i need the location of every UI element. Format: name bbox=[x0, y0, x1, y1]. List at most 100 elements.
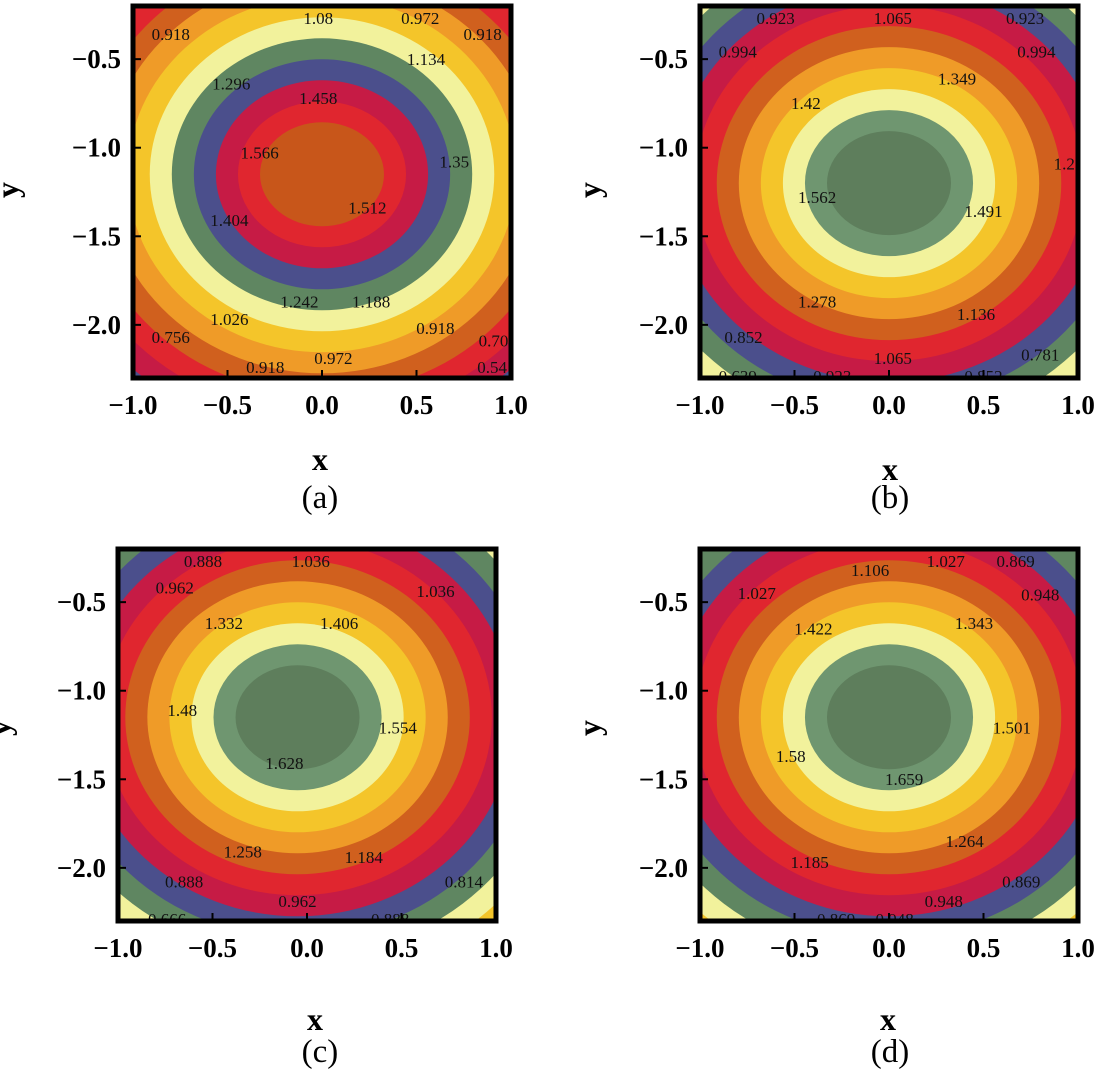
contour-label: 1.026 bbox=[210, 310, 248, 329]
contour-label: 0.972 bbox=[401, 9, 439, 28]
contour-label: 1.188 bbox=[352, 293, 390, 312]
contour-label: 0.888 bbox=[165, 873, 203, 892]
x-tick-label: −1.0 bbox=[675, 390, 724, 420]
contour-label: 0.962 bbox=[156, 579, 194, 598]
contour-label: 1.659 bbox=[885, 770, 923, 789]
contour-label: 0.869 bbox=[1002, 873, 1040, 892]
contour-label: 1.027 bbox=[927, 552, 966, 571]
panel-b: 1.065 0.923 0.923 0.994 0.994 1.349 1.42 1.20 1.… bbox=[571, 3, 1095, 516]
x-tick-label: −1.0 bbox=[675, 933, 724, 963]
contour-label: 0.666 bbox=[148, 910, 186, 929]
x-axis-label: x bbox=[307, 1001, 323, 1037]
contour-label: 0.756 bbox=[152, 328, 190, 347]
x-tick-label: 0.0 bbox=[305, 390, 339, 420]
y-tick-label: −0.5 bbox=[639, 587, 688, 617]
y-tick-label: −1.5 bbox=[639, 221, 688, 251]
contour-label: 1.20 bbox=[1054, 154, 1084, 173]
contour-label: 1.242 bbox=[280, 293, 318, 312]
x-tick-label: 0.0 bbox=[872, 390, 906, 420]
y-tick-label: −1.0 bbox=[639, 133, 688, 163]
contour-label: 1.036 bbox=[292, 552, 330, 571]
contour-band bbox=[827, 665, 951, 770]
contour-label: 0.639 bbox=[719, 367, 757, 386]
contour-label: 0.852 bbox=[724, 328, 762, 347]
contour-label: 1.065 bbox=[874, 9, 912, 28]
x-tick-label: 0.0 bbox=[290, 933, 324, 963]
contour-label: 1.106 bbox=[851, 561, 889, 580]
x-tick-label: 0.5 bbox=[385, 933, 419, 963]
y-tick-label: −0.5 bbox=[57, 587, 106, 617]
panel-d: 1.106 1.027 0.869 1.027 0.948 1.422 1.343 1.58 1… bbox=[571, 546, 1095, 1070]
x-tick-label: 1.0 bbox=[1061, 390, 1095, 420]
contour-label: 0.781 bbox=[1021, 346, 1059, 365]
contour-label: 1.184 bbox=[345, 848, 384, 867]
y-tick-label: −1.5 bbox=[57, 764, 106, 794]
contour-label: 0.948 bbox=[925, 892, 963, 911]
contour-label: 1.566 bbox=[241, 144, 279, 163]
contour-label: 0.54 bbox=[477, 358, 507, 377]
y-tick-label: −0.5 bbox=[72, 44, 121, 74]
x-tick-label: −0.5 bbox=[770, 933, 819, 963]
contour-label: 1.422 bbox=[794, 619, 832, 638]
y-tick-label: −1.0 bbox=[639, 676, 688, 706]
panel-caption: (c) bbox=[302, 1034, 339, 1070]
contour-band bbox=[827, 131, 951, 236]
contour-label: 0.869 bbox=[817, 910, 855, 929]
y-axis-label: y bbox=[571, 182, 607, 198]
contour-label: 1.562 bbox=[798, 188, 836, 207]
y-axis-label: y bbox=[0, 182, 25, 198]
contour-label: 0.888 bbox=[184, 552, 222, 571]
contour-label: 0.923 bbox=[1006, 9, 1044, 28]
contour-label: 1.08 bbox=[303, 9, 333, 28]
y-axis-label: y bbox=[571, 720, 607, 736]
contour-label: 0.962 bbox=[278, 892, 316, 911]
contour-label: 1.458 bbox=[299, 89, 337, 108]
contour-label: 1.278 bbox=[798, 293, 836, 312]
contour-body: 0.888 1.036 0.962 1.036 1.332 1.406 1.48 1.554 1… bbox=[118, 549, 496, 929]
y-tick-label: −2.0 bbox=[639, 310, 688, 340]
x-tick-label: 0.5 bbox=[967, 933, 1001, 963]
y-tick-label: −1.5 bbox=[639, 764, 688, 794]
contour-label: 0.923 bbox=[813, 367, 851, 386]
contour-label: 0.703 bbox=[479, 331, 517, 350]
contour-label: 1.134 bbox=[407, 50, 446, 69]
contour-label: 1.406 bbox=[320, 614, 358, 633]
contour-label: 1.136 bbox=[957, 305, 995, 324]
contour-label: 0.888 bbox=[371, 910, 409, 929]
contour-body: 1.106 1.027 0.869 1.027 0.948 1.422 1.343 1.58 1… bbox=[700, 549, 1078, 929]
y-axis-label: y bbox=[0, 720, 17, 736]
contour-label: 0.972 bbox=[314, 349, 352, 368]
contour-band bbox=[235, 665, 360, 770]
panel-caption: (d) bbox=[871, 1034, 909, 1070]
contour-label: 1.42 bbox=[791, 94, 821, 113]
contour-label: 1.628 bbox=[265, 754, 303, 773]
contour-label: 0.923 bbox=[756, 9, 794, 28]
contour-label: 1.48 bbox=[167, 701, 197, 720]
contour-label: 1.501 bbox=[993, 719, 1031, 738]
contour-label: 1.036 bbox=[416, 582, 454, 601]
y-tick-label: −0.5 bbox=[639, 44, 688, 74]
x-tick-label: −1.0 bbox=[93, 933, 142, 963]
y-tick-label: −1.5 bbox=[72, 221, 121, 251]
contour-label: 1.185 bbox=[790, 853, 828, 872]
x-tick-label: 0.5 bbox=[967, 390, 1001, 420]
contour-label: 0.994 bbox=[1017, 43, 1056, 62]
panel-caption: (b) bbox=[871, 480, 909, 516]
y-tick-label: −2.0 bbox=[72, 310, 121, 340]
x-axis-label: x bbox=[312, 441, 328, 477]
x-tick-label: 0.5 bbox=[400, 390, 434, 420]
contour-label: 0.918 bbox=[464, 25, 502, 44]
contour-label: 0.814 bbox=[445, 873, 484, 892]
contour-label: 0.948 bbox=[876, 910, 914, 929]
contour-label: 1.027 bbox=[738, 584, 777, 603]
contour-label: 1.296 bbox=[212, 75, 250, 94]
x-tick-label: 0.0 bbox=[872, 933, 906, 963]
y-tick-label: −2.0 bbox=[639, 853, 688, 883]
contour-label: 1.332 bbox=[205, 614, 243, 633]
x-tick-label: −1.0 bbox=[108, 390, 157, 420]
contour-label: 1.264 bbox=[945, 832, 984, 851]
contour-label: 1.512 bbox=[348, 199, 386, 218]
panel-c: 0.888 1.036 0.962 1.036 1.332 1.406 1.48 1.554 1… bbox=[0, 546, 513, 1070]
x-axis-label: x bbox=[880, 1001, 896, 1037]
x-tick-label: 1.0 bbox=[479, 933, 513, 963]
